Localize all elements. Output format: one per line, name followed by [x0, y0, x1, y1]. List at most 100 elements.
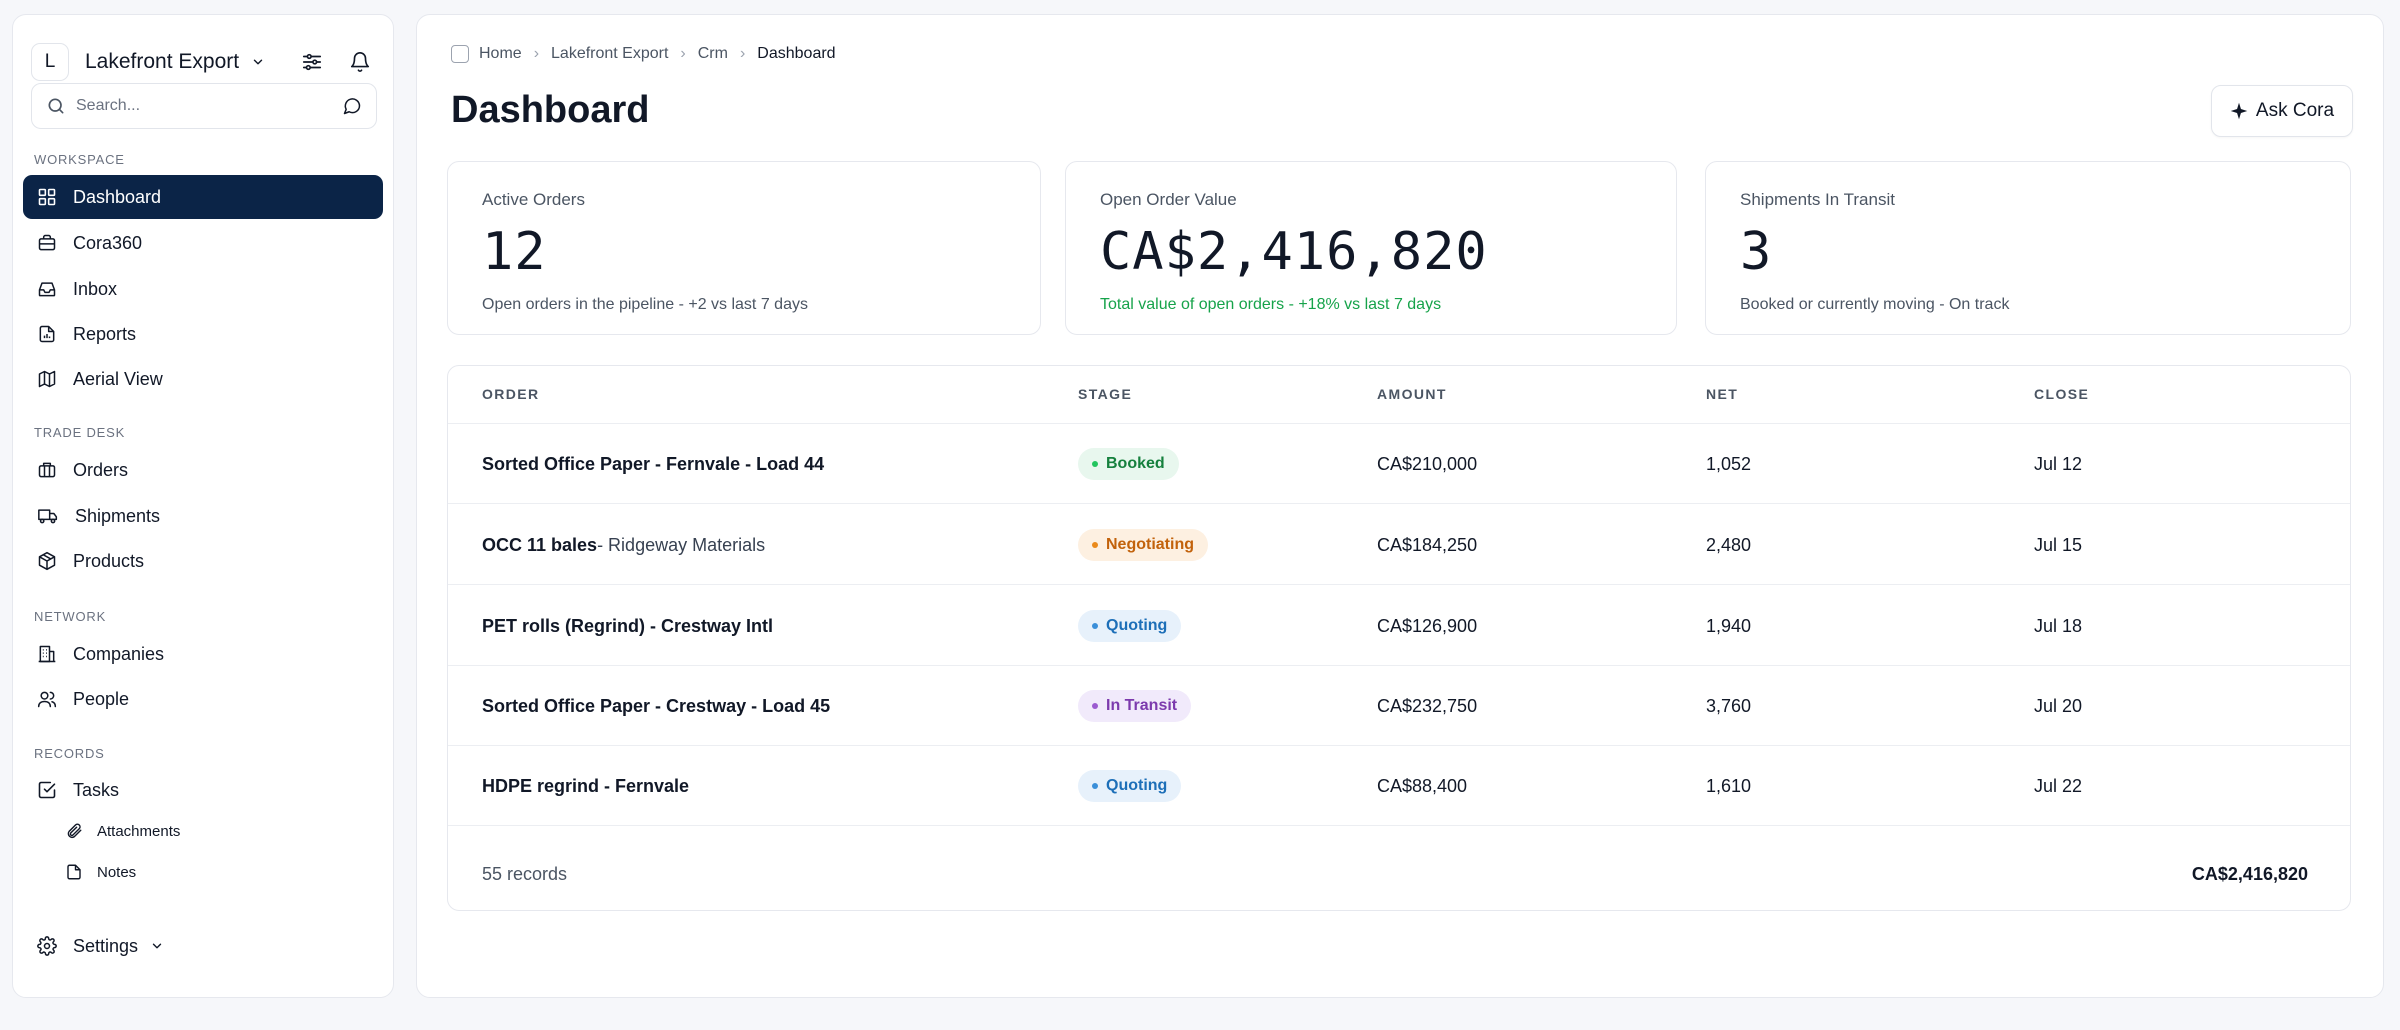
- table-row[interactable]: OCC 11 bales - Ridgeway Materials Negoti…: [448, 505, 2350, 585]
- sidebar-item-people[interactable]: People: [23, 677, 383, 721]
- sparkle-icon: [2230, 102, 2248, 120]
- column-header-order[interactable]: Order: [482, 386, 540, 402]
- section-label-network: Network: [34, 609, 107, 624]
- breadcrumb-item-home[interactable]: Home: [479, 45, 522, 62]
- sidebar-item-label: People: [73, 688, 130, 709]
- sidebar-item-cora360[interactable]: Cora360: [23, 221, 383, 265]
- sidebar-item-aerial-view[interactable]: Aerial View: [23, 357, 383, 401]
- inbox-icon: [37, 279, 57, 299]
- amount-cell: CA$88,400: [1377, 775, 1468, 796]
- sidebar-item-label: Tasks: [73, 779, 120, 800]
- sidebar-item-companies[interactable]: Companies: [23, 632, 383, 676]
- workspace-name[interactable]: Lakefront Export: [85, 50, 240, 73]
- sidebar-item-inbox[interactable]: Inbox: [23, 267, 383, 311]
- kpi-subtext: Total value of open orders - +18% vs las…: [1100, 296, 1442, 313]
- sidebar-item-label: Cora360: [73, 232, 143, 253]
- sidebar-item-label: Inbox: [73, 278, 118, 299]
- search-input[interactable]: [76, 97, 342, 115]
- sidebar-item-label: Products: [73, 550, 145, 571]
- order-name: OCC 11 bales - Ridgeway Materials: [482, 534, 766, 555]
- close-date-cell: Jul 20: [2034, 695, 2083, 716]
- sidebar-item-label: Companies: [73, 643, 165, 664]
- sidebar-item-reports[interactable]: Reports: [23, 312, 383, 356]
- kpi-label: Open Order Value: [1100, 190, 1237, 209]
- sidebar-item-label: Settings: [73, 935, 139, 956]
- net-cell: 1,610: [1706, 775, 1752, 796]
- stage-badge: Negotiating: [1078, 529, 1208, 561]
- sidebar-item-label: Dashboard: [73, 186, 162, 207]
- table-row[interactable]: Sorted Office Paper - Fernvale - Load 44…: [448, 424, 2350, 504]
- sidebar-item-products[interactable]: Products: [23, 539, 383, 583]
- breadcrumb-item-crm[interactable]: Crm: [697, 45, 728, 62]
- kpi-card-open-order-value: Open Order Value CA$2,416,820 Total valu…: [1065, 161, 1677, 335]
- column-header-close[interactable]: Close: [2034, 386, 2090, 402]
- column-header-net[interactable]: Net: [1706, 386, 1739, 402]
- table-row[interactable]: PET rolls (Regrind) - Crestway Intl Quot…: [448, 586, 2350, 666]
- stage-badge: Quoting: [1078, 610, 1182, 642]
- breadcrumb-checkbox[interactable]: [451, 45, 469, 63]
- order-name: PET rolls (Regrind) - Crestway Intl: [482, 615, 774, 636]
- section-label-workspace: Workspace: [34, 152, 125, 167]
- close-date-cell: Jul 22: [2034, 775, 2083, 796]
- stage-badge: Quoting: [1078, 770, 1182, 802]
- stage-badge: In Transit: [1078, 690, 1192, 722]
- sidebar-item-label: Shipments: [75, 505, 161, 526]
- net-cell: 1,052: [1706, 453, 1752, 474]
- page-title: Dashboard: [451, 89, 650, 131]
- ask-cora-button[interactable]: Ask Cora: [2211, 85, 2353, 137]
- sidebar-item-attachments[interactable]: Attachments: [51, 812, 381, 850]
- gear-icon: [37, 936, 57, 956]
- sidebar-item-label: Aerial View: [73, 368, 163, 389]
- sidebar-item-dashboard[interactable]: Dashboard: [23, 175, 383, 219]
- box-icon: [37, 551, 57, 571]
- sidebar-item-notes[interactable]: Notes: [51, 853, 381, 891]
- record-count: 55 records: [482, 864, 568, 884]
- table-row[interactable]: Sorted Office Paper - Crestway - Load 45…: [448, 666, 2350, 746]
- table-row[interactable]: HDPE regrind - Fernvale Quoting CA$88,40…: [448, 746, 2350, 826]
- checkbox-icon: [37, 780, 57, 800]
- workspace-avatar[interactable]: L: [31, 43, 69, 81]
- grid-icon: [37, 187, 57, 207]
- breadcrumb-item-workspace[interactable]: Lakefront Export: [551, 45, 669, 62]
- column-header-stage[interactable]: Stage: [1078, 386, 1133, 402]
- search-icon: [46, 96, 66, 116]
- sidebar-item-tasks[interactable]: Tasks: [23, 768, 383, 812]
- workspace-switcher-row: L Lakefront Export: [31, 33, 375, 91]
- orders-icon: [37, 460, 57, 480]
- kpi-value: CA$2,416,820: [1100, 222, 1488, 282]
- status-dot: [1092, 703, 1098, 709]
- amount-cell: CA$210,000: [1377, 453, 1478, 474]
- filters-icon[interactable]: [301, 51, 323, 73]
- sidebar-item-shipments[interactable]: Shipments: [23, 494, 383, 538]
- chat-icon[interactable]: [342, 96, 362, 116]
- briefcase-icon: [37, 233, 57, 253]
- sidebar-item-settings[interactable]: Settings: [23, 924, 383, 968]
- bell-icon[interactable]: [349, 51, 371, 73]
- main-panel: Home › Lakefront Export › Crm › Dashboar…: [416, 14, 2384, 998]
- kpi-value: 3: [1740, 222, 1773, 282]
- chevron-down-icon[interactable]: [251, 55, 265, 69]
- chevron-right-icon: ›: [533, 45, 540, 62]
- breadcrumb-item-current: Dashboard: [757, 45, 836, 62]
- column-header-amount[interactable]: Amount: [1377, 386, 1447, 402]
- section-label-records: Records: [34, 746, 105, 761]
- ask-cora-label: Ask Cora: [2255, 100, 2335, 121]
- breadcrumb: Home › Lakefront Export › Crm › Dashboar…: [451, 41, 836, 67]
- close-date-cell: Jul 18: [2034, 615, 2083, 636]
- amount-cell: CA$184,250: [1377, 534, 1478, 555]
- table-header: Order Stage Amount Net Close: [448, 366, 2350, 424]
- stage-badge: Booked: [1078, 448, 1179, 480]
- search-box: [31, 83, 377, 129]
- sidebar-item-orders[interactable]: Orders: [23, 448, 383, 492]
- truck-icon: [37, 506, 59, 526]
- close-date-cell: Jul 12: [2034, 453, 2083, 474]
- table-footer: 55 records CA$2,416,820: [448, 840, 2350, 910]
- net-cell: 1,940: [1706, 615, 1752, 636]
- status-dot: [1092, 783, 1098, 789]
- sidebar-item-label: Notes: [97, 863, 137, 881]
- people-icon: [37, 689, 57, 709]
- paperclip-icon: [65, 822, 83, 840]
- status-dot: [1092, 623, 1098, 629]
- kpi-card-shipments-in-transit: Shipments In Transit 3 Booked or current…: [1705, 161, 2351, 335]
- table-total: CA$2,416,820: [2191, 864, 2308, 884]
